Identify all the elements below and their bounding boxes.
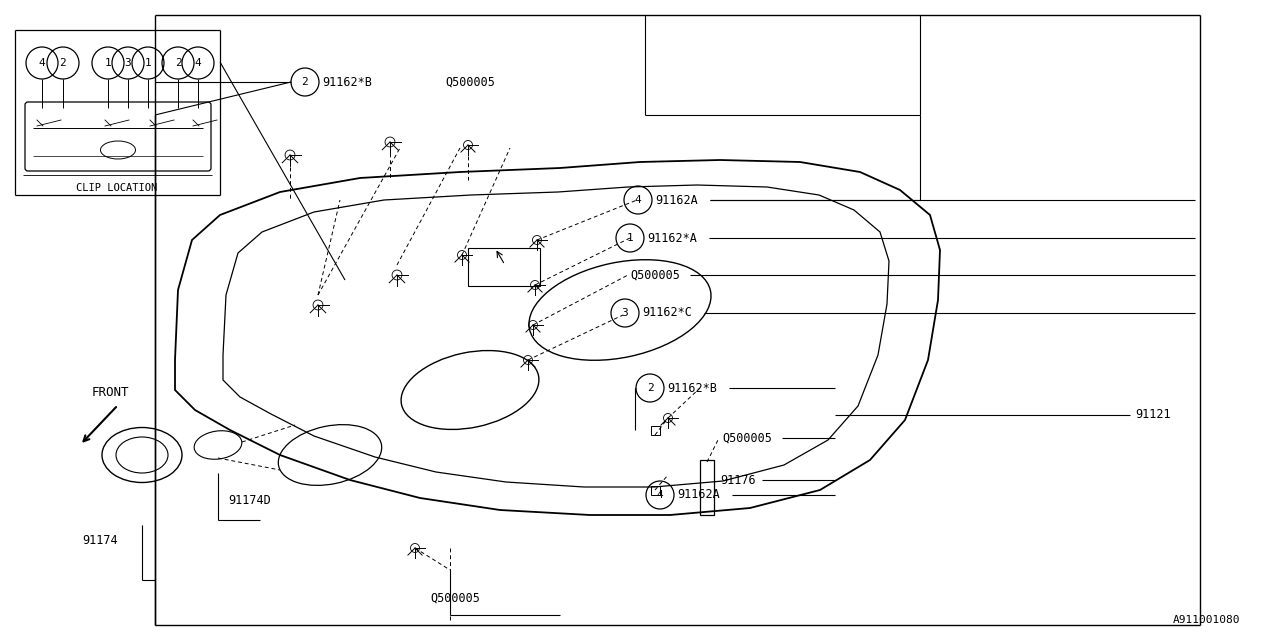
Text: Q500005: Q500005	[445, 76, 495, 88]
Text: 91176: 91176	[719, 474, 755, 486]
Text: 2: 2	[60, 58, 67, 68]
Text: Q500005: Q500005	[722, 431, 772, 445]
Text: Q500005: Q500005	[430, 591, 480, 605]
Text: 4: 4	[38, 58, 45, 68]
Text: 4: 4	[195, 58, 201, 68]
Bar	[650, 426, 659, 435]
Text: 91162*C: 91162*C	[643, 307, 692, 319]
Text: 2: 2	[302, 77, 308, 87]
Text: 91162A: 91162A	[677, 488, 719, 502]
Text: A911001080: A911001080	[1172, 615, 1240, 625]
Text: Q500005: Q500005	[630, 269, 680, 282]
Text: FRONT: FRONT	[92, 385, 129, 399]
Text: 91162A: 91162A	[655, 193, 698, 207]
Text: 1: 1	[105, 58, 111, 68]
Text: 91162*B: 91162*B	[323, 76, 372, 88]
Text: 2: 2	[646, 383, 653, 393]
Text: 91162*B: 91162*B	[667, 381, 717, 394]
Text: 3: 3	[622, 308, 628, 318]
Text: CLIP LOCATION: CLIP LOCATION	[77, 183, 157, 193]
Text: 4: 4	[657, 490, 663, 500]
Text: 91174D: 91174D	[228, 493, 271, 506]
Bar	[700, 460, 714, 515]
Text: 2: 2	[174, 58, 182, 68]
Bar	[468, 248, 540, 286]
Text: 91174: 91174	[82, 534, 118, 547]
Text: 91162*A: 91162*A	[646, 232, 696, 244]
Text: 1: 1	[145, 58, 151, 68]
Text: 3: 3	[124, 58, 132, 68]
Text: 4: 4	[635, 195, 641, 205]
Text: 1: 1	[627, 233, 634, 243]
Bar	[650, 486, 659, 495]
Text: 91121: 91121	[1135, 408, 1171, 422]
